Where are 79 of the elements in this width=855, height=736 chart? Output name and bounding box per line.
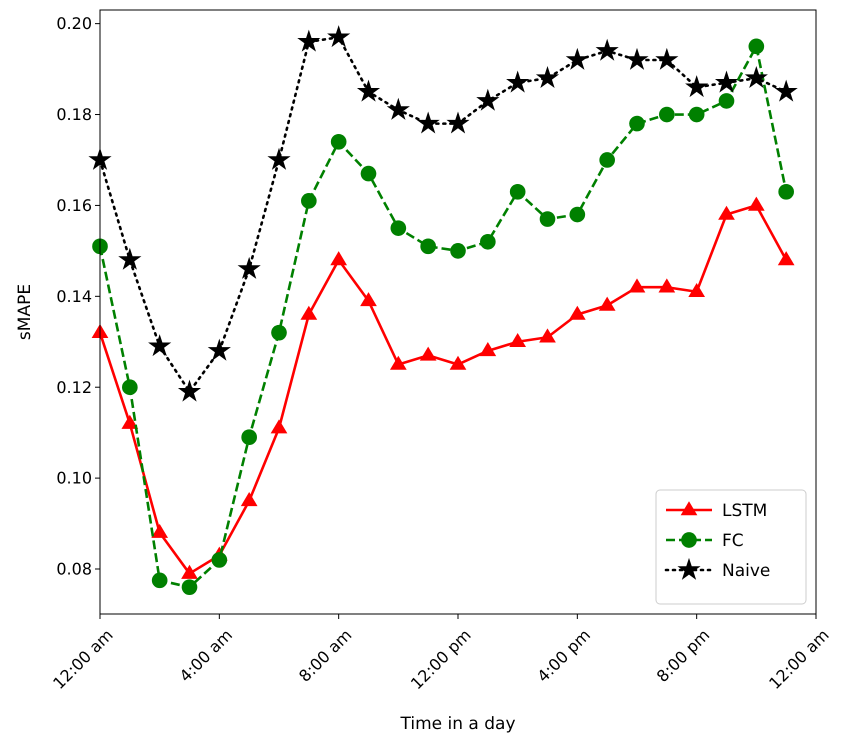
y-tick-label: 0.20	[56, 14, 92, 34]
y-tick-label: 0.08	[56, 560, 92, 579]
x-axis-title: Time in a day	[400, 714, 516, 734]
point	[267, 148, 291, 170]
point	[208, 338, 231, 361]
point	[327, 25, 350, 48]
point	[148, 334, 172, 356]
point	[570, 206, 586, 222]
point	[238, 256, 261, 279]
point	[446, 111, 470, 134]
point	[566, 48, 589, 70]
y-tick-label: 0.16	[56, 196, 92, 216]
legend-label: FC	[722, 530, 744, 551]
point	[330, 251, 348, 266]
point	[386, 98, 410, 120]
point	[390, 356, 407, 370]
point	[88, 148, 112, 170]
y-axis-title: sMAPE	[15, 284, 35, 340]
point	[420, 346, 437, 361]
point	[178, 380, 202, 402]
point	[241, 429, 257, 446]
point	[181, 564, 198, 579]
point	[121, 414, 138, 429]
point	[360, 292, 377, 306]
legend-label: LSTM	[722, 500, 768, 521]
point	[118, 248, 142, 270]
y-tick-label: 0.18	[56, 105, 92, 124]
point	[476, 88, 500, 111]
point	[748, 196, 765, 211]
point	[300, 306, 318, 320]
point	[360, 166, 376, 182]
point	[685, 75, 708, 98]
legend-label: Naive	[722, 560, 770, 581]
point	[778, 251, 795, 266]
point	[92, 238, 108, 254]
point	[509, 332, 526, 348]
point	[748, 38, 764, 54]
point	[659, 106, 675, 122]
point	[182, 579, 198, 595]
point	[540, 211, 556, 227]
point	[539, 328, 556, 343]
point	[628, 278, 646, 293]
point	[270, 419, 288, 434]
point	[536, 66, 560, 88]
point	[718, 93, 734, 109]
point	[744, 66, 768, 88]
point	[629, 116, 645, 132]
point	[416, 111, 440, 134]
point	[151, 524, 168, 538]
point	[450, 243, 466, 259]
point	[301, 193, 317, 209]
point	[390, 220, 406, 236]
point	[598, 296, 616, 311]
point	[510, 184, 526, 200]
point	[479, 342, 496, 356]
point	[718, 206, 735, 220]
point	[658, 278, 676, 293]
point	[297, 30, 320, 52]
point	[450, 356, 466, 370]
point	[778, 184, 794, 200]
point	[596, 38, 619, 61]
point	[330, 134, 346, 150]
y-tick-label: 0.12	[56, 378, 92, 397]
y-tick-label: 0.14	[56, 286, 92, 306]
point	[240, 492, 258, 506]
point	[714, 70, 738, 93]
point	[599, 152, 615, 168]
point	[688, 282, 706, 298]
point	[655, 48, 678, 70]
point	[420, 238, 436, 254]
point	[271, 324, 287, 340]
point	[356, 80, 380, 102]
point	[774, 80, 798, 102]
point	[480, 234, 496, 250]
y-tick-label: 0.10	[56, 468, 92, 488]
point	[122, 379, 138, 396]
point	[568, 306, 586, 320]
point	[506, 70, 530, 93]
point	[688, 106, 704, 122]
